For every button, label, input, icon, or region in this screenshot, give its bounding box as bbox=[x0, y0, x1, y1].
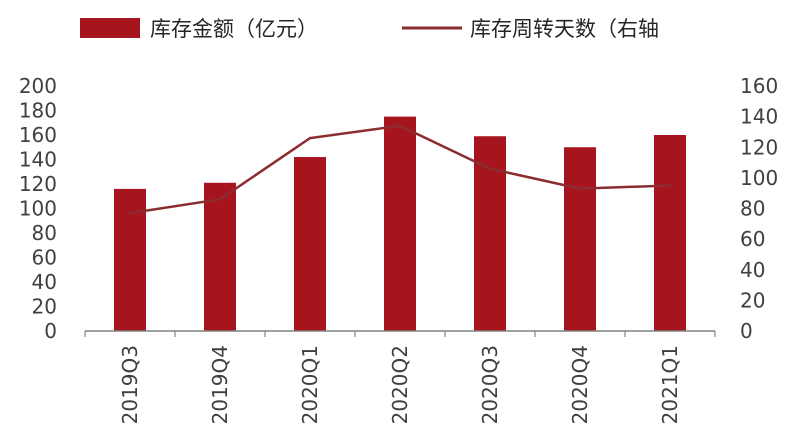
x-axis-label-2021Q1: 2021Q1 bbox=[658, 345, 682, 424]
left-axis-tick-180: 180 bbox=[19, 99, 57, 123]
plot-area: 0204060801001201401601802000204060801001… bbox=[19, 74, 778, 424]
x-axis-label-2020Q3: 2020Q3 bbox=[478, 345, 502, 424]
right-axis-tick-0: 0 bbox=[740, 319, 753, 343]
right-axis-tick-140: 140 bbox=[740, 105, 778, 129]
right-axis-tick-120: 120 bbox=[740, 135, 778, 159]
x-axis-label-2020Q2: 2020Q2 bbox=[388, 345, 412, 424]
bar-2020Q4 bbox=[564, 147, 596, 331]
bar-2020Q1 bbox=[294, 157, 326, 331]
left-axis-tick-160: 160 bbox=[19, 123, 57, 147]
x-axis-label-2019Q4: 2019Q4 bbox=[208, 345, 232, 424]
legend: 库存金额（亿元） 库存周转天数（右轴 bbox=[80, 17, 659, 41]
bar-2019Q4 bbox=[204, 182, 236, 331]
right-axis-tick-20: 20 bbox=[740, 288, 765, 312]
right-axis-tick-80: 80 bbox=[740, 197, 765, 221]
bar-2020Q2 bbox=[384, 116, 416, 331]
left-axis-tick-100: 100 bbox=[19, 197, 57, 221]
legend-line-label: 库存周转天数（右轴 bbox=[470, 17, 659, 41]
left-axis-tick-120: 120 bbox=[19, 172, 57, 196]
line-point-2020Q3 bbox=[488, 167, 492, 170]
left-axis-tick-0: 0 bbox=[44, 319, 57, 343]
legend-bar-label: 库存金额（亿元） bbox=[150, 17, 318, 41]
x-axis-label-2020Q4: 2020Q4 bbox=[568, 345, 592, 424]
left-axis-tick-80: 80 bbox=[32, 221, 57, 245]
x-axis-label-2019Q3: 2019Q3 bbox=[118, 345, 142, 424]
right-axis-tick-160: 160 bbox=[740, 74, 778, 98]
legend-bar-swatch bbox=[80, 18, 140, 38]
x-axis-label-2020Q1: 2020Q1 bbox=[298, 345, 322, 424]
left-axis-tick-20: 20 bbox=[32, 295, 57, 319]
line-point-2020Q1 bbox=[308, 136, 312, 140]
right-axis-tick-100: 100 bbox=[740, 166, 778, 190]
bar-2021Q1 bbox=[654, 135, 686, 331]
left-axis-tick-60: 60 bbox=[32, 246, 57, 270]
bar-2020Q3 bbox=[474, 136, 506, 331]
line-point-2021Q1 bbox=[668, 184, 672, 187]
line-point-2019Q3 bbox=[128, 211, 132, 215]
left-axis-tick-200: 200 bbox=[19, 74, 57, 98]
line-point-2019Q4 bbox=[218, 198, 222, 201]
left-axis-tick-40: 40 bbox=[32, 270, 57, 294]
right-axis-tick-40: 40 bbox=[740, 258, 765, 282]
line-point-2020Q4 bbox=[578, 187, 582, 190]
left-axis-tick-140: 140 bbox=[19, 148, 57, 172]
right-axis-tick-60: 60 bbox=[740, 227, 765, 251]
line-point-2020Q2 bbox=[398, 124, 402, 128]
